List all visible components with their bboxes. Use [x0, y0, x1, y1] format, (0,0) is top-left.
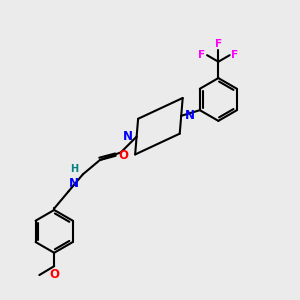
Text: N: N — [185, 109, 195, 122]
Text: O: O — [119, 149, 129, 162]
Text: H: H — [70, 164, 78, 174]
Text: N: N — [68, 177, 78, 190]
Text: N: N — [123, 130, 133, 143]
Text: F: F — [215, 39, 222, 49]
Text: F: F — [199, 50, 206, 60]
Text: F: F — [231, 50, 238, 60]
Text: O: O — [49, 268, 59, 281]
